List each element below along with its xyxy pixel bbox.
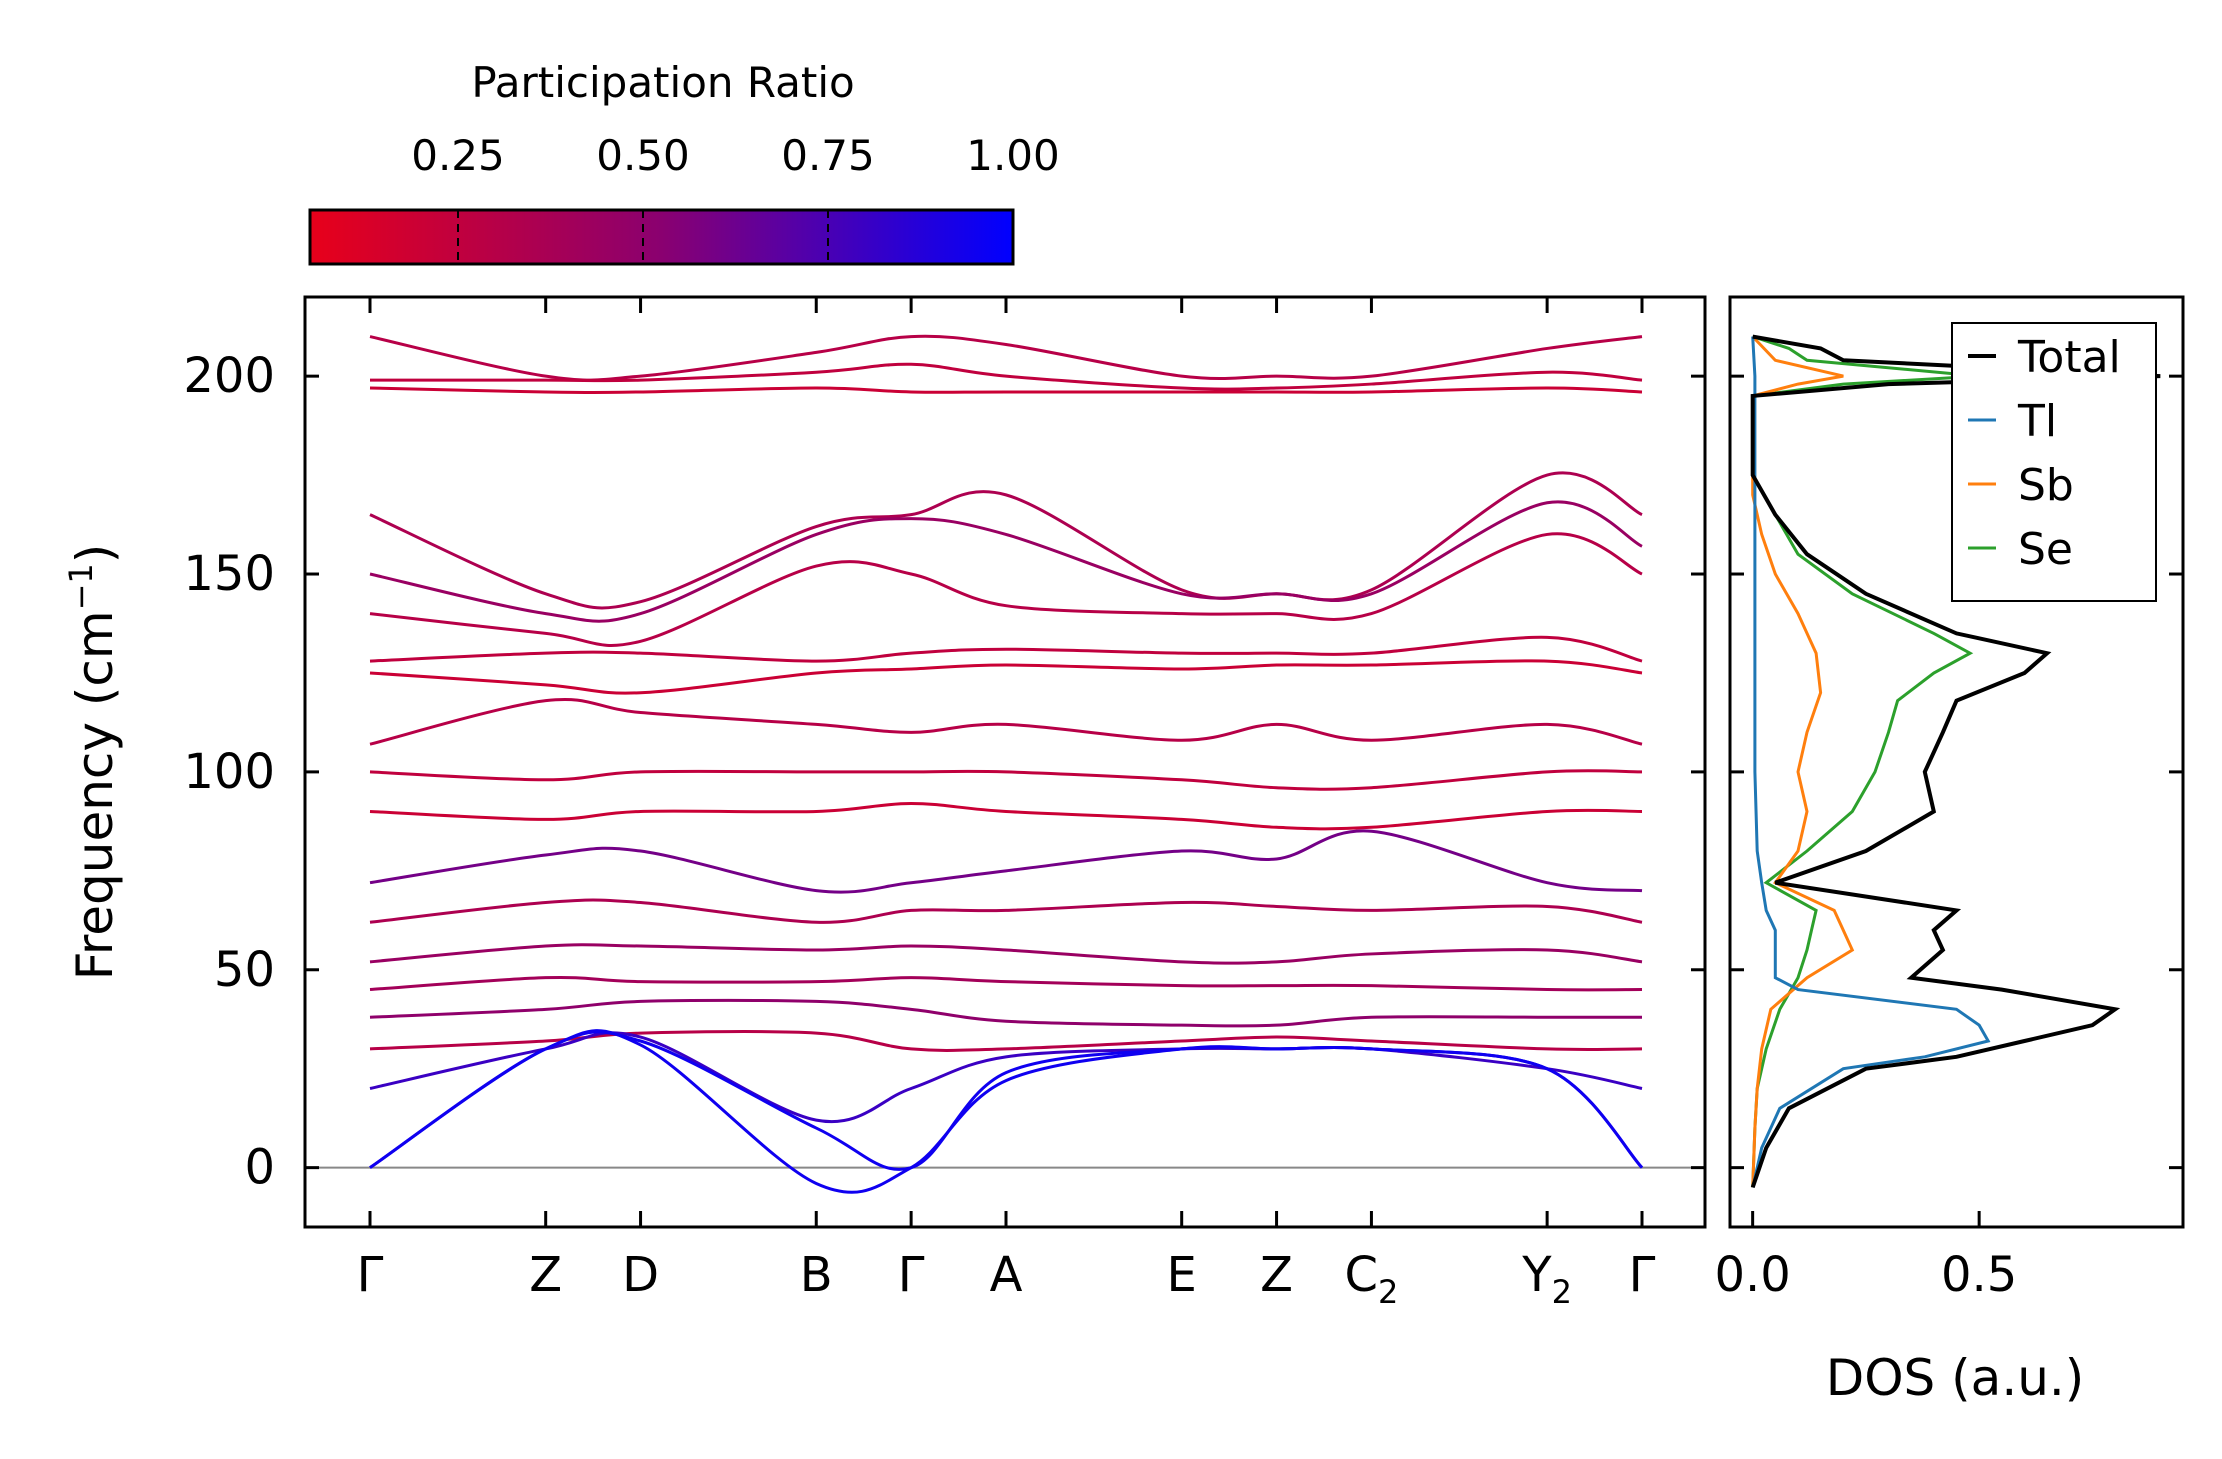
y-tick-label: 150	[183, 546, 275, 602]
kpoint-label: E	[1167, 1247, 1197, 1303]
dos-line-total	[1750, 334, 2161, 1189]
kpoint-label-main: Γ	[357, 1247, 384, 1303]
y-tick-label: 100	[183, 744, 275, 800]
dos-legend: Total Tl Sb Se	[1951, 322, 2157, 602]
kpoint-label: C2	[1344, 1247, 1398, 1311]
legend-label: Total	[2017, 332, 2121, 383]
y-tick-label: 200	[183, 348, 275, 404]
dos-x-tick-label: 0.5	[1941, 1247, 2017, 1303]
kpoint-label-main: Γ	[898, 1247, 925, 1303]
kpoint-label-main: A	[990, 1247, 1023, 1303]
colorbar-tick-label: 1.00	[966, 131, 1060, 180]
kpoint-label-main: B	[800, 1247, 833, 1303]
phonon-band	[369, 829, 1643, 894]
phonon-band	[369, 500, 1643, 623]
kpoint-label: Γ	[898, 1247, 925, 1303]
dos-x-axis-label: DOS (a.u.)	[1826, 1349, 2085, 1407]
dos-x-tick-label: 0.0	[1714, 1247, 1790, 1303]
kpoint-label: B	[800, 1247, 833, 1303]
y-axis-label: Frequency (cm−1)	[62, 544, 124, 981]
kpoint-label: Γ	[357, 1247, 384, 1303]
y-axis-label-sup: −1	[62, 563, 100, 610]
kpoint-label-main: D	[622, 1247, 659, 1303]
kpoint-label: Z	[529, 1247, 562, 1303]
dos-line-sb	[1751, 335, 1855, 1188]
kpoint-label-main: Y	[1521, 1247, 1552, 1303]
phonon-band	[369, 334, 1643, 382]
colorbar-title: Participation Ratio	[471, 58, 854, 107]
kpoint-label-sub: 2	[1378, 1273, 1398, 1311]
phonon-band	[369, 697, 1643, 746]
band-y-ticks: 0 50 100 150 200	[183, 348, 1705, 1196]
dos-axes-frame	[1728, 295, 2185, 1229]
kpoint-label-main: Γ	[1629, 1247, 1656, 1303]
kpoint-label: Z	[1260, 1247, 1293, 1303]
kpoint-label: Y2	[1521, 1247, 1572, 1311]
kpoint-label-main: Z	[529, 1247, 562, 1303]
colorbar-gradient	[308, 208, 1015, 266]
colorbar: Participation Ratio 0.25 0.50 0.75 1.00	[308, 58, 1060, 266]
legend-label: Tl	[2017, 396, 2057, 447]
phonon-band	[369, 1030, 1643, 1052]
band-lines	[305, 334, 1705, 1194]
kpoint-label-main: C	[1344, 1247, 1378, 1303]
kpoint-label-main: Z	[1260, 1247, 1293, 1303]
dos-line-tl	[1751, 336, 1991, 1188]
colorbar-tick-label: 0.75	[781, 131, 875, 180]
phonon-band	[369, 975, 1643, 992]
y-axis-label-text: Frequency (cm	[66, 610, 124, 980]
phonon-band	[369, 1029, 1644, 1194]
kpoint-label: Γ	[1629, 1247, 1656, 1303]
legend-label: Sb	[2018, 460, 2074, 511]
band-axes-frame	[303, 295, 1707, 1229]
phonon-band	[369, 386, 1643, 394]
dos-ticks: 0.0 0.5	[1714, 374, 2183, 1303]
phonon-band	[369, 471, 1643, 610]
phonon-band	[369, 998, 1642, 1028]
legend-box	[1951, 322, 2157, 602]
legend-items: Total Tl Sb Se	[1968, 332, 2121, 575]
phonon-band	[369, 898, 1643, 924]
colorbar-tick-label: 0.25	[411, 131, 505, 180]
phonon-band	[369, 769, 1643, 791]
phonon-band	[369, 943, 1643, 965]
legend-label: Se	[2018, 524, 2073, 575]
band-x-ticks: Γ Z D B Γ A E Z C2 Y2 Γ	[357, 297, 1656, 1311]
y-tick-label: 0	[244, 1140, 275, 1196]
phonon-band	[369, 635, 1643, 663]
phonon-band	[369, 532, 1643, 647]
colorbar-ticks: 0.25 0.50 0.75 1.00	[411, 131, 1060, 264]
phonon-band	[369, 659, 1643, 695]
phonon-band	[369, 362, 1643, 391]
y-tick-label: 50	[214, 942, 275, 998]
kpoint-label: A	[990, 1247, 1023, 1303]
y-axis-label-close: )	[66, 544, 124, 564]
colorbar-tick-label: 0.50	[596, 131, 690, 180]
dos-lines	[1750, 334, 2161, 1189]
phonon-band	[369, 802, 1643, 831]
dos-panel: 0.0 0.5 DOS (a.u.) Total Tl Sb Se	[1714, 295, 2185, 1407]
kpoint-label: D	[622, 1247, 659, 1303]
phonon-band	[369, 1031, 1643, 1124]
kpoint-label-main: E	[1167, 1247, 1197, 1303]
kpoint-label-sub: 2	[1552, 1273, 1572, 1311]
